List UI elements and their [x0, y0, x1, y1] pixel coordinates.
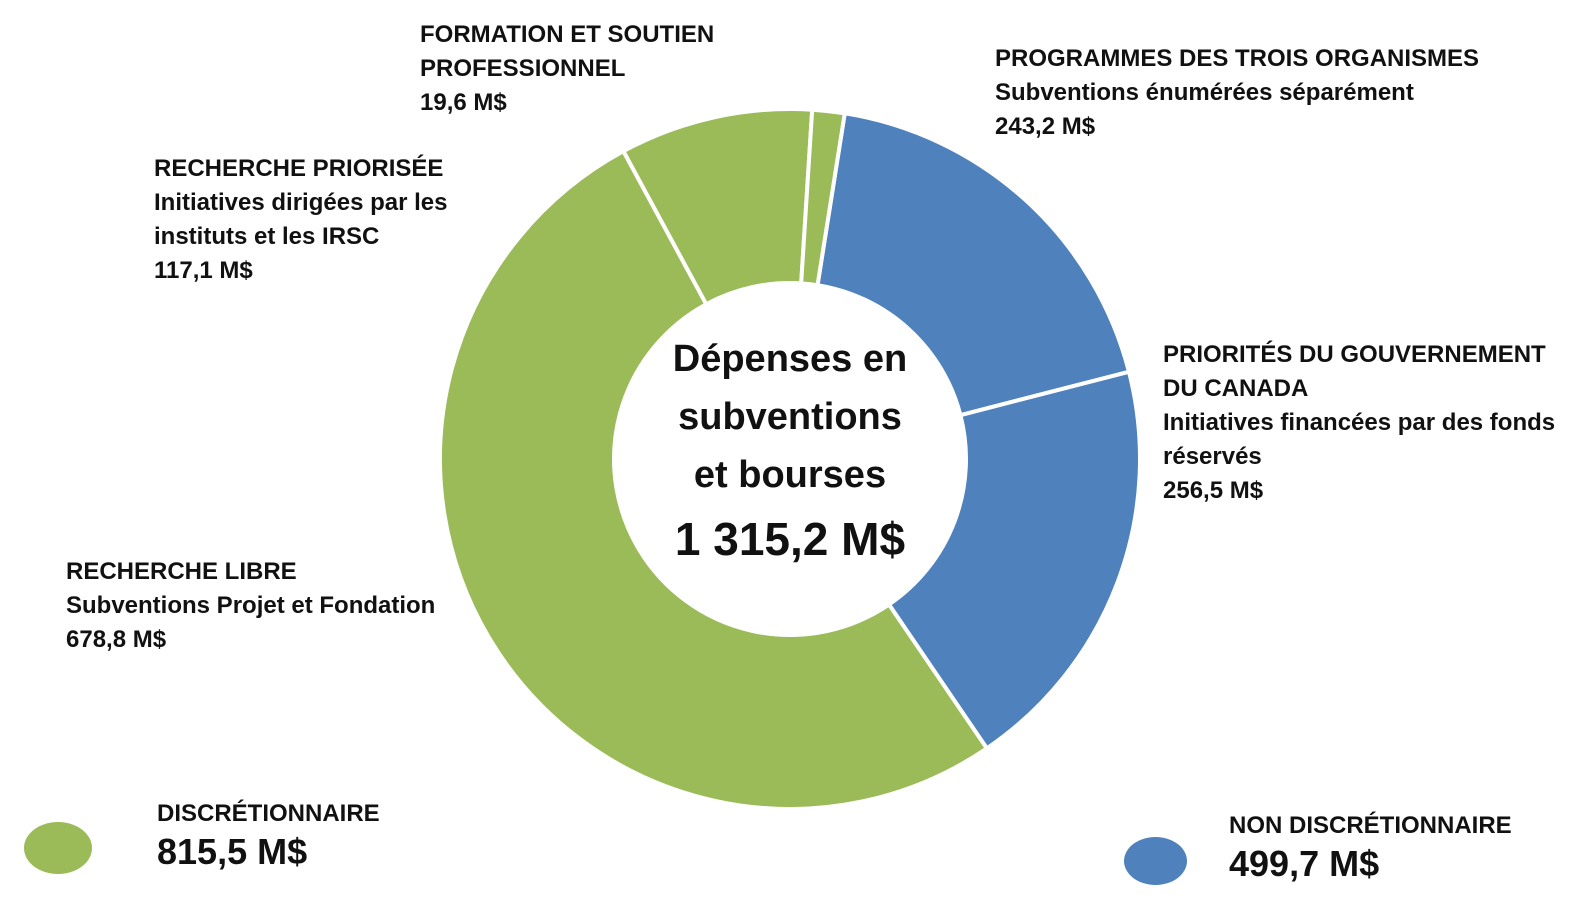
slice-subtitle: Subventions énumérées séparément [995, 79, 1414, 106]
center-title-line: subventions [678, 396, 902, 438]
slice-value: 117,1 M$ [154, 257, 253, 284]
slice-value: 678,8 M$ [66, 626, 167, 653]
legend-value: 815,5 M$ [157, 831, 308, 872]
slice-value: 256,5 M$ [1163, 477, 1264, 504]
donut-slice-trois_organismes [815, 111, 1132, 418]
slice-title: PROGRAMMES DES TROIS ORGANISMES [995, 45, 1480, 72]
slice-title: FORMATION ET SOUTIEN [420, 21, 715, 48]
slice-subtitle: réservés [1163, 443, 1262, 470]
donut-slice-recherche_libre [438, 148, 990, 811]
slice-label-recherche-libre: RECHERCHE LIBRE Subventions Projet et Fo… [66, 555, 435, 657]
donut-slice-priorites_gc [886, 369, 1142, 752]
slice-subtitle: Initiatives financées par des fonds [1163, 409, 1556, 436]
legend-swatch-discretionary [24, 822, 92, 874]
legend-title: NON DISCRÉTIONNAIRE [1229, 812, 1512, 839]
slice-title: RECHERCHE LIBRE [66, 558, 297, 585]
slice-value: 19,6 M$ [420, 89, 507, 116]
slice-subtitle: Subventions Projet et Fondation [66, 592, 436, 619]
legend-item-discretionary: DISCRÉTIONNAIRE 815,5 M$ [157, 798, 380, 874]
slice-label-trois-organismes: PROGRAMMES DES TROIS ORGANISMES Subventi… [995, 42, 1479, 144]
center-title-line: Dépenses en [672, 338, 908, 380]
legend-title: DISCRÉTIONNAIRE [157, 800, 380, 827]
legend-swatch-non-discretionary [1124, 837, 1187, 885]
slice-value: 243,2 M$ [995, 113, 1096, 140]
slice-label-priorites-gc: PRIORITÉS DU GOUVERNEMENT DU CANADA Init… [1163, 338, 1555, 508]
slice-subtitle: instituts et les IRSC [154, 223, 380, 250]
slice-label-formation: FORMATION ET SOUTIEN PROFESSIONNEL 19,6 … [420, 18, 714, 120]
legend-value: 499,7 M$ [1229, 843, 1380, 884]
center-total: 1 315,2 M$ [674, 513, 906, 565]
slice-label-recherche-priorisee: RECHERCHE PRIORISÉE Initiatives dirigées… [154, 152, 447, 288]
donut-center-label: Dépenses en subventions et bourses 1 315… [620, 330, 960, 572]
slice-title: PROFESSIONNEL [420, 55, 626, 82]
slice-title: RECHERCHE PRIORISÉE [154, 155, 444, 182]
center-title-line: et bourses [693, 454, 887, 496]
legend-item-non-discretionary: NON DISCRÉTIONNAIRE 499,7 M$ [1229, 810, 1512, 886]
slice-subtitle: Initiatives dirigées par les [154, 189, 448, 216]
slice-title: DU CANADA [1163, 375, 1309, 402]
donut-slice-formation [799, 107, 848, 288]
slice-title: PRIORITÉS DU GOUVERNEMENT [1163, 341, 1546, 368]
